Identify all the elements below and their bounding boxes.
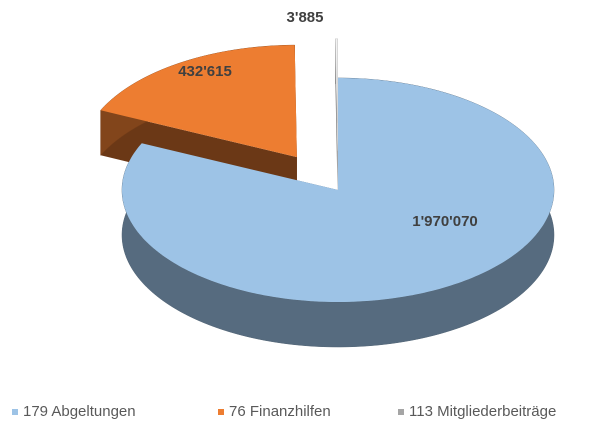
legend-marker [398,409,404,415]
slice [100,45,297,158]
data-label: 432'615 [178,63,232,80]
legend-marker [12,409,18,415]
data-label: 3'885 [287,9,324,26]
slice [335,38,338,151]
legend-label: 179 Abgeltungen [23,403,136,420]
legend-marker [218,409,224,415]
legend-label: 113 Mitgliederbeiträge [409,403,556,420]
slice [122,78,554,302]
legend-label: 76 Finanzhilfen [229,403,331,420]
data-label: 1'970'070 [412,213,478,230]
